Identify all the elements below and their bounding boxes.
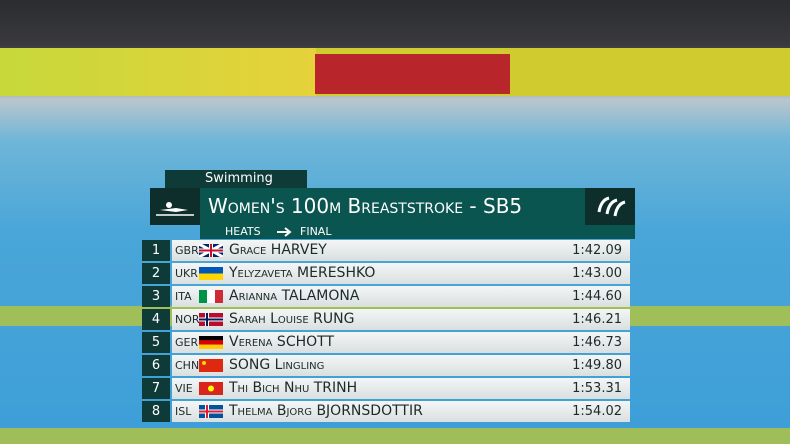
flag — [199, 267, 223, 280]
sport: Swimming — [205, 171, 273, 186]
lane-rope-red — [315, 54, 510, 94]
result-row: 7 VIE Thi Bich Nhu TRINH 1:53.31 — [142, 378, 630, 399]
row-body: VIE Thi Bich Nhu TRINH 1:53.31 — [172, 378, 630, 399]
result-row: 8 ISL Thelma Bjorg BJORNSDOTTIR 1:54.02 — [142, 401, 630, 422]
time: 1:53.31 — [572, 381, 622, 396]
rank: 1 — [142, 240, 170, 261]
athlete-name: Yelyzaveta MERESHKO — [229, 265, 376, 281]
time: 1:49.80 — [572, 358, 622, 373]
athlete-name: Arianna TALAMONA — [229, 288, 360, 304]
arrow — [277, 227, 292, 237]
athlete-name: Thi Bich Nhu TRINH — [229, 380, 358, 396]
time: 1:44.60 — [572, 289, 622, 304]
stage-to: FINAL — [300, 225, 332, 238]
time: 1:54.02 — [572, 404, 622, 419]
result-row: 4 NOR Sarah Louise RUNG 1:46.21 — [142, 309, 630, 330]
title-bar: Women's 100m Breaststroke - SB5 — [200, 188, 585, 225]
stage-from: HEATS — [225, 225, 261, 238]
country-code: CHN — [175, 359, 200, 372]
rank: 5 — [142, 332, 170, 353]
row-body: NOR Sarah Louise RUNG 1:46.21 — [172, 309, 630, 330]
flag — [199, 405, 223, 418]
logo-box — [585, 188, 635, 225]
country-code: ITA — [175, 290, 192, 303]
athlete-name: Grace HARVEY — [229, 242, 327, 258]
country-code: ISL — [175, 405, 192, 418]
time: 1:46.73 — [572, 335, 622, 350]
result-row: 3 ITA Arianna TALAMONA 1:44.60 — [142, 286, 630, 307]
flag — [199, 313, 223, 326]
country-code: NOR — [175, 313, 200, 326]
flag — [199, 244, 223, 257]
row-body: ISL Thelma Bjorg BJORNSDOTTIR 1:54.02 — [172, 401, 630, 422]
country-code: VIE — [175, 382, 193, 395]
time: 1:42.09 — [572, 243, 622, 258]
athlete-name: Sarah Louise RUNG — [229, 311, 355, 327]
title: Women's 100m Breaststroke - SB5 — [208, 194, 523, 218]
athlete-name: Verena SCHOTT — [229, 334, 334, 350]
time: 1:43.00 — [572, 266, 622, 281]
flag — [199, 359, 223, 372]
lane-rope — [0, 428, 790, 444]
sport-icon-box — [150, 188, 200, 225]
result-row: 1 GBR Grace HARVEY 1:42.09 — [142, 240, 630, 261]
rank: 4 — [142, 309, 170, 330]
rank: 6 — [142, 355, 170, 376]
sport-tab: Swimming — [165, 170, 307, 188]
swimmer-icon — [156, 202, 194, 216]
row-body: GBR Grace HARVEY 1:42.09 — [172, 240, 630, 261]
row-body: ITA Arianna TALAMONA 1:44.60 — [172, 286, 630, 307]
flag — [199, 336, 223, 349]
country-code: GER — [175, 336, 199, 349]
flag — [199, 290, 223, 303]
flag — [199, 382, 223, 395]
result-row: 5 GER Verena SCHOTT 1:46.73 — [142, 332, 630, 353]
country-code: UKR — [175, 267, 198, 280]
result-row: 2 UKR Yelyzaveta MERESHKO 1:43.00 — [142, 263, 630, 284]
athlete-name: Thelma Bjorg BJORNSDOTTIR — [229, 403, 423, 419]
athlete-name: SONG Lingling — [229, 357, 325, 373]
time: 1:46.21 — [572, 312, 622, 327]
rank: 8 — [142, 401, 170, 422]
row-body: UKR Yelyzaveta MERESHKO 1:43.00 — [172, 263, 630, 284]
row-body: CHN SONG Lingling 1:49.80 — [172, 355, 630, 376]
rank: 3 — [142, 286, 170, 307]
stage-bar: HEATS FINAL — [200, 225, 635, 239]
result-row: 6 CHN SONG Lingling 1:49.80 — [142, 355, 630, 376]
paralympic-logo — [597, 196, 626, 217]
row-body: GER Verena SCHOTT 1:46.73 — [172, 332, 630, 353]
rank: 7 — [142, 378, 170, 399]
country-code: GBR — [175, 244, 199, 257]
rank: 2 — [142, 263, 170, 284]
